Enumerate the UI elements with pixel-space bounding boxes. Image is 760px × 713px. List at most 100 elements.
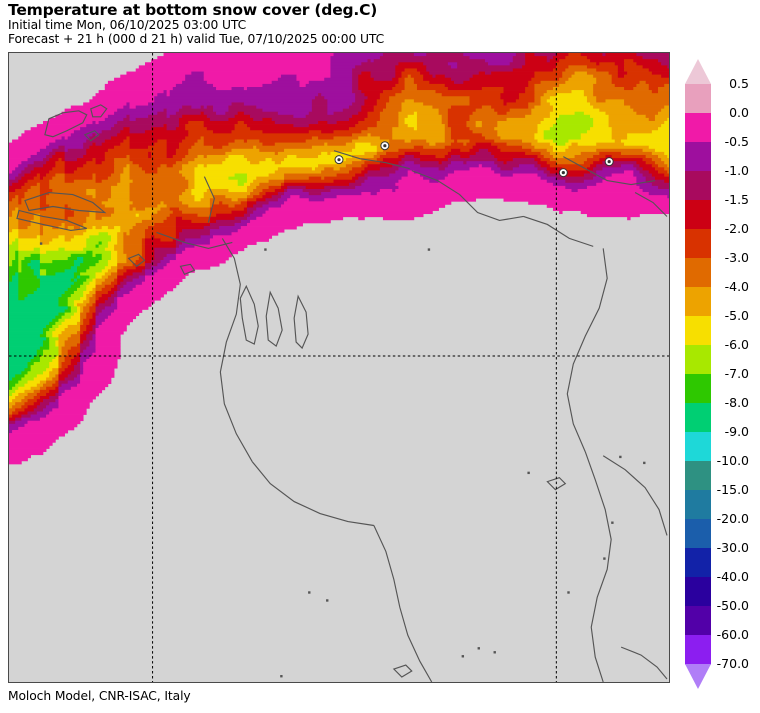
colorbar-over-arrow bbox=[685, 59, 711, 84]
city-marker bbox=[380, 141, 390, 151]
map-dot-feature bbox=[308, 591, 311, 594]
graticule-layer bbox=[9, 53, 669, 682]
colorbar-band bbox=[685, 171, 711, 201]
coastline-path bbox=[620, 646, 668, 680]
coastline-path bbox=[411, 170, 524, 222]
coastline-path bbox=[203, 176, 215, 223]
coastline-path bbox=[16, 209, 87, 232]
colorbar-band bbox=[685, 200, 711, 230]
colorbar-band bbox=[685, 113, 711, 143]
map-dot-feature bbox=[493, 651, 496, 654]
coastline-path bbox=[602, 455, 668, 536]
map-dot-feature bbox=[567, 591, 570, 594]
colorbar-band bbox=[685, 345, 711, 375]
map-dot-feature bbox=[603, 557, 606, 560]
coastline-path bbox=[219, 238, 253, 462]
coastline-path bbox=[251, 461, 374, 527]
coastline-path bbox=[584, 451, 612, 682]
coastline-path bbox=[83, 130, 100, 142]
map-dot-feature bbox=[461, 655, 465, 658]
colorbar-band bbox=[685, 374, 711, 404]
map-dot-feature bbox=[611, 521, 614, 524]
coastline-path bbox=[546, 476, 567, 491]
coastline-path bbox=[44, 110, 88, 138]
colorbar-tick-label: -50.0 bbox=[716, 597, 749, 613]
city-marker-layer bbox=[334, 141, 614, 178]
coastline-path bbox=[392, 664, 413, 678]
map-dot-feature bbox=[619, 455, 622, 459]
coastline-path bbox=[523, 215, 594, 247]
coastline-path bbox=[127, 253, 146, 268]
coastline-path bbox=[24, 191, 107, 214]
model-credit: Moloch Model, CNR-ISAC, Italy bbox=[8, 689, 191, 703]
colorbar-band bbox=[685, 548, 711, 578]
colorbar-band bbox=[685, 258, 711, 288]
colorbar-under-arrow bbox=[685, 664, 711, 689]
colorbar-band bbox=[685, 461, 711, 491]
map-panel[interactable] bbox=[8, 52, 670, 683]
colorbar-band bbox=[685, 490, 711, 520]
city-marker bbox=[604, 157, 614, 167]
forecast-validity-line: Forecast + 21 h (000 d 21 h) valid Tue, … bbox=[8, 31, 385, 46]
colorbar-tick-label: -3.0 bbox=[724, 249, 749, 265]
colorbar bbox=[685, 58, 711, 690]
map-dot-feature bbox=[326, 599, 329, 602]
coastline-path bbox=[634, 192, 668, 217]
colorbar-band bbox=[685, 84, 711, 114]
temperature-shading-layer bbox=[9, 53, 669, 465]
city-marker bbox=[334, 155, 344, 165]
coastline-path bbox=[265, 290, 283, 347]
coastline-layer bbox=[16, 104, 668, 682]
colorbar-band bbox=[685, 287, 711, 317]
header-block: Temperature at bottom snow cover (deg.C)… bbox=[8, 2, 668, 46]
coastline-path bbox=[179, 263, 196, 276]
coastline-path bbox=[90, 104, 108, 118]
colorbar-tick-label: -1.0 bbox=[724, 162, 749, 178]
coastline-path bbox=[239, 284, 259, 345]
coastline-path bbox=[566, 248, 608, 452]
colorbar-band bbox=[685, 635, 711, 665]
colorbar-band bbox=[685, 316, 711, 346]
colorbar-band bbox=[685, 403, 711, 433]
colorbar-tick-labels: 0.5 0.0 -0.5 -1.0 -1.5 -2.0 -3.0 -4.0 -5.0 -6.0 -7… bbox=[717, 58, 760, 690]
colorbar-band bbox=[685, 519, 711, 549]
colorbar-tick-label: -0.5 bbox=[724, 133, 749, 149]
colorbar-tick-label: -70.0 bbox=[716, 655, 749, 671]
map-dot-feature bbox=[264, 248, 267, 251]
colorbar-band bbox=[685, 142, 711, 172]
colorbar-tick-label: -20.0 bbox=[716, 510, 749, 526]
initial-time-line: Initial time Mon, 06/10/2025 03:00 UTC bbox=[8, 18, 247, 32]
colorbar-tick-label: -40.0 bbox=[716, 568, 749, 584]
page-title: Temperature at bottom snow cover (deg.C) bbox=[8, 1, 378, 19]
colorbar-band bbox=[685, 229, 711, 259]
map-dot-feature bbox=[477, 647, 480, 650]
colorbar-band bbox=[685, 432, 711, 462]
colorbar-band bbox=[685, 577, 711, 607]
coastline-path bbox=[293, 294, 309, 350]
colorbar-tick-label: -2.0 bbox=[724, 220, 749, 236]
colorbar-tick-label: 0.0 bbox=[729, 104, 749, 120]
coastline-path bbox=[563, 156, 656, 186]
colorbar-tick-label: -1.5 bbox=[724, 191, 749, 207]
colorbar-tick-label: -7.0 bbox=[724, 365, 749, 381]
map-dot-feature bbox=[427, 248, 431, 251]
coastline-path bbox=[333, 150, 410, 170]
colorbar-tick-label: -4.0 bbox=[724, 278, 749, 294]
colorbar-tick-label: -9.0 bbox=[724, 423, 749, 439]
coastline-path bbox=[156, 231, 233, 249]
map-dot-feature bbox=[39, 242, 43, 245]
colorbar-tick-label: 0.5 bbox=[729, 75, 749, 91]
colorbar-tick-label: -30.0 bbox=[716, 539, 749, 555]
city-marker bbox=[558, 168, 568, 178]
colorbar-tick-label: -6.0 bbox=[724, 336, 749, 352]
colorbar-tick-label: -60.0 bbox=[716, 626, 749, 642]
map-dot-feature bbox=[643, 461, 646, 465]
colorbar-swatches bbox=[685, 59, 711, 689]
map-dot-feature bbox=[280, 675, 283, 678]
coastline-path bbox=[373, 525, 433, 682]
colorbar-tick-label: -10.0 bbox=[716, 452, 749, 468]
weather-map-canvas bbox=[9, 53, 669, 682]
colorbar-tick-label: -8.0 bbox=[724, 394, 749, 410]
colorbar-tick-label: -5.0 bbox=[724, 307, 749, 323]
map-dot-feature bbox=[527, 471, 530, 475]
